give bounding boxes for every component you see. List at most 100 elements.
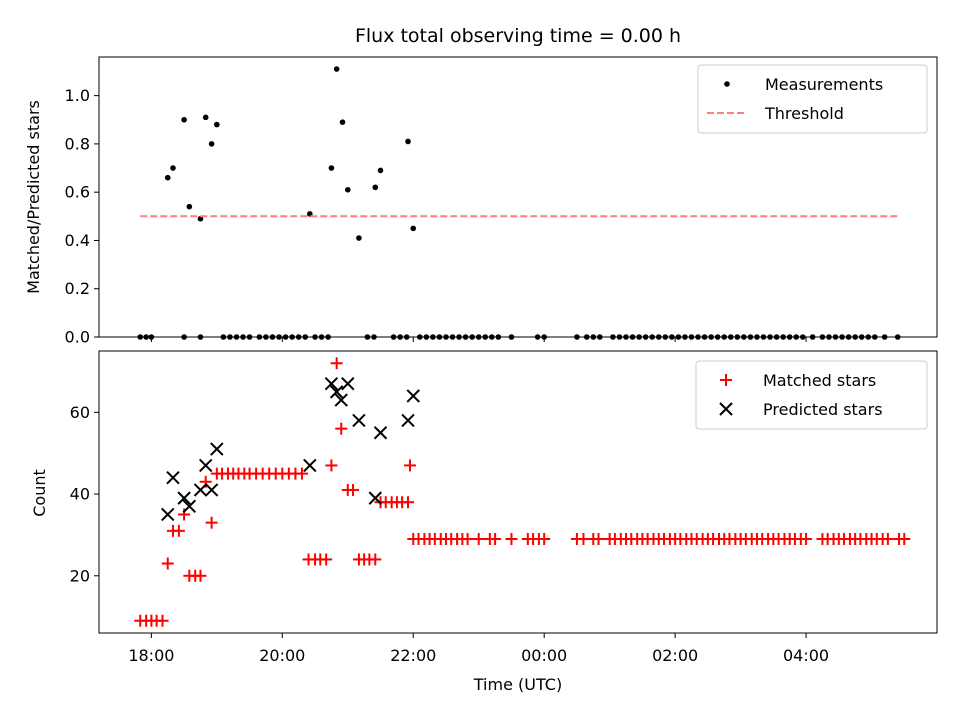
predicted-stars-point bbox=[199, 458, 213, 473]
top-legend-box bbox=[697, 64, 928, 134]
measurement-point bbox=[701, 334, 708, 340]
measurement-point bbox=[881, 334, 888, 340]
measurement-point bbox=[403, 334, 410, 340]
legend-matched-label: Matched stars bbox=[763, 371, 876, 390]
legend-predicted-marker bbox=[719, 402, 733, 416]
matched-stars-point bbox=[205, 516, 218, 529]
measurement-point bbox=[695, 334, 701, 340]
measurement-point bbox=[164, 174, 171, 181]
predicted-stars-point bbox=[177, 491, 191, 505]
measurement-point bbox=[318, 334, 325, 340]
measurement-point bbox=[390, 334, 397, 340]
measurement-point bbox=[197, 215, 204, 222]
y-tick-label: 40 bbox=[70, 485, 90, 504]
matched-stars-point bbox=[347, 483, 360, 496]
measurement-point bbox=[269, 334, 276, 340]
legend-threshold-label: Threshold bbox=[764, 104, 844, 123]
measurement-point bbox=[597, 334, 603, 340]
predicted-stars-point bbox=[210, 442, 224, 456]
measurement-point bbox=[186, 203, 193, 210]
measurement-point bbox=[767, 334, 773, 340]
top-y-axis-label: Matched/Predicted stars bbox=[24, 100, 43, 294]
top-plot-frame bbox=[98, 56, 938, 338]
predicted-stars-point bbox=[373, 426, 388, 440]
matched-stars-point bbox=[161, 557, 174, 570]
measurement-point bbox=[721, 334, 728, 340]
measurement-point bbox=[143, 334, 149, 340]
measurement-point bbox=[475, 334, 482, 340]
measurement-point bbox=[170, 165, 176, 171]
measurement-point bbox=[469, 334, 475, 340]
measurement-point bbox=[682, 334, 688, 340]
measurement-point bbox=[675, 334, 682, 340]
top-y-axis: 0.0 0.2 0.4 0.6 0.8 1.0 bbox=[65, 86, 99, 347]
measurement-point bbox=[430, 334, 436, 340]
measurement-point bbox=[449, 334, 456, 340]
y-tick-label: 0.4 bbox=[65, 231, 90, 250]
measurement-point bbox=[410, 225, 417, 232]
measurement-point bbox=[636, 334, 642, 340]
measurement-point bbox=[590, 334, 597, 340]
measurement-point bbox=[364, 334, 371, 340]
matched-stars-point bbox=[403, 459, 416, 472]
measurement-point bbox=[282, 334, 289, 340]
matched-stars-point bbox=[592, 533, 605, 545]
x-tick-label: 02:00 bbox=[652, 646, 698, 665]
predicted-stars-point bbox=[204, 483, 219, 497]
y-tick-label: 20 bbox=[70, 566, 90, 585]
predicted-stars-point bbox=[401, 413, 415, 428]
measurement-point bbox=[826, 334, 832, 340]
measurement-point bbox=[786, 334, 793, 340]
measurement-point bbox=[333, 66, 340, 72]
measurement-point bbox=[482, 334, 489, 340]
predicted-stars-point bbox=[182, 499, 197, 514]
matched-stars-point bbox=[489, 533, 502, 545]
measurement-point bbox=[852, 334, 858, 340]
measurement-point bbox=[462, 334, 469, 340]
matched-stars-point bbox=[156, 614, 169, 627]
measurement-point bbox=[489, 334, 495, 340]
measurement-point bbox=[307, 211, 313, 217]
predicted-stars-point bbox=[161, 507, 175, 522]
matched-stars-point bbox=[800, 533, 813, 545]
measurement-point bbox=[312, 334, 318, 340]
predicted-stars-point bbox=[329, 385, 344, 399]
measurement-point bbox=[541, 334, 547, 340]
top-plot-area bbox=[137, 66, 901, 340]
measurement-point bbox=[220, 334, 227, 340]
measurement-point bbox=[371, 334, 377, 340]
bottom-x-axis: 18:00 20:00 22:00 00:00 02:00 04:00 bbox=[128, 633, 829, 665]
measurement-point bbox=[508, 334, 515, 340]
measurement-point bbox=[443, 334, 449, 340]
legend-predicted-label: Predicted stars bbox=[763, 400, 883, 419]
measurement-point bbox=[741, 334, 747, 340]
measurement-point bbox=[328, 165, 335, 171]
measurement-point bbox=[894, 334, 901, 340]
measurement-point bbox=[405, 138, 411, 145]
y-tick-label: 0.6 bbox=[65, 183, 90, 202]
measurement-point bbox=[344, 186, 351, 193]
top-x-axis bbox=[150, 337, 807, 342]
matched-stars-point bbox=[472, 533, 485, 545]
matched-stars-point bbox=[369, 553, 382, 566]
matched-stars-point bbox=[505, 533, 518, 545]
measurement-point bbox=[819, 334, 826, 340]
measurement-point bbox=[256, 334, 263, 340]
bottom-y-axis-label: Count bbox=[30, 469, 49, 517]
matched-stars-point bbox=[320, 553, 333, 566]
predicted-stars-point bbox=[193, 483, 208, 497]
matched-stars-point bbox=[194, 569, 207, 582]
bottom-plot-area bbox=[134, 357, 911, 627]
measurement-point bbox=[197, 334, 204, 340]
matched-stars-point bbox=[172, 524, 185, 537]
measurement-point bbox=[799, 334, 806, 340]
y-tick-label: 0.8 bbox=[65, 134, 90, 153]
legend-measurements-label: Measurements bbox=[765, 75, 883, 94]
measurement-point bbox=[773, 334, 780, 340]
measurement-point bbox=[760, 334, 767, 340]
bottom-y-axis: 20 40 60 bbox=[70, 403, 99, 585]
measurement-point bbox=[233, 334, 240, 340]
measurement-point bbox=[534, 334, 541, 340]
measurement-point bbox=[780, 334, 786, 340]
